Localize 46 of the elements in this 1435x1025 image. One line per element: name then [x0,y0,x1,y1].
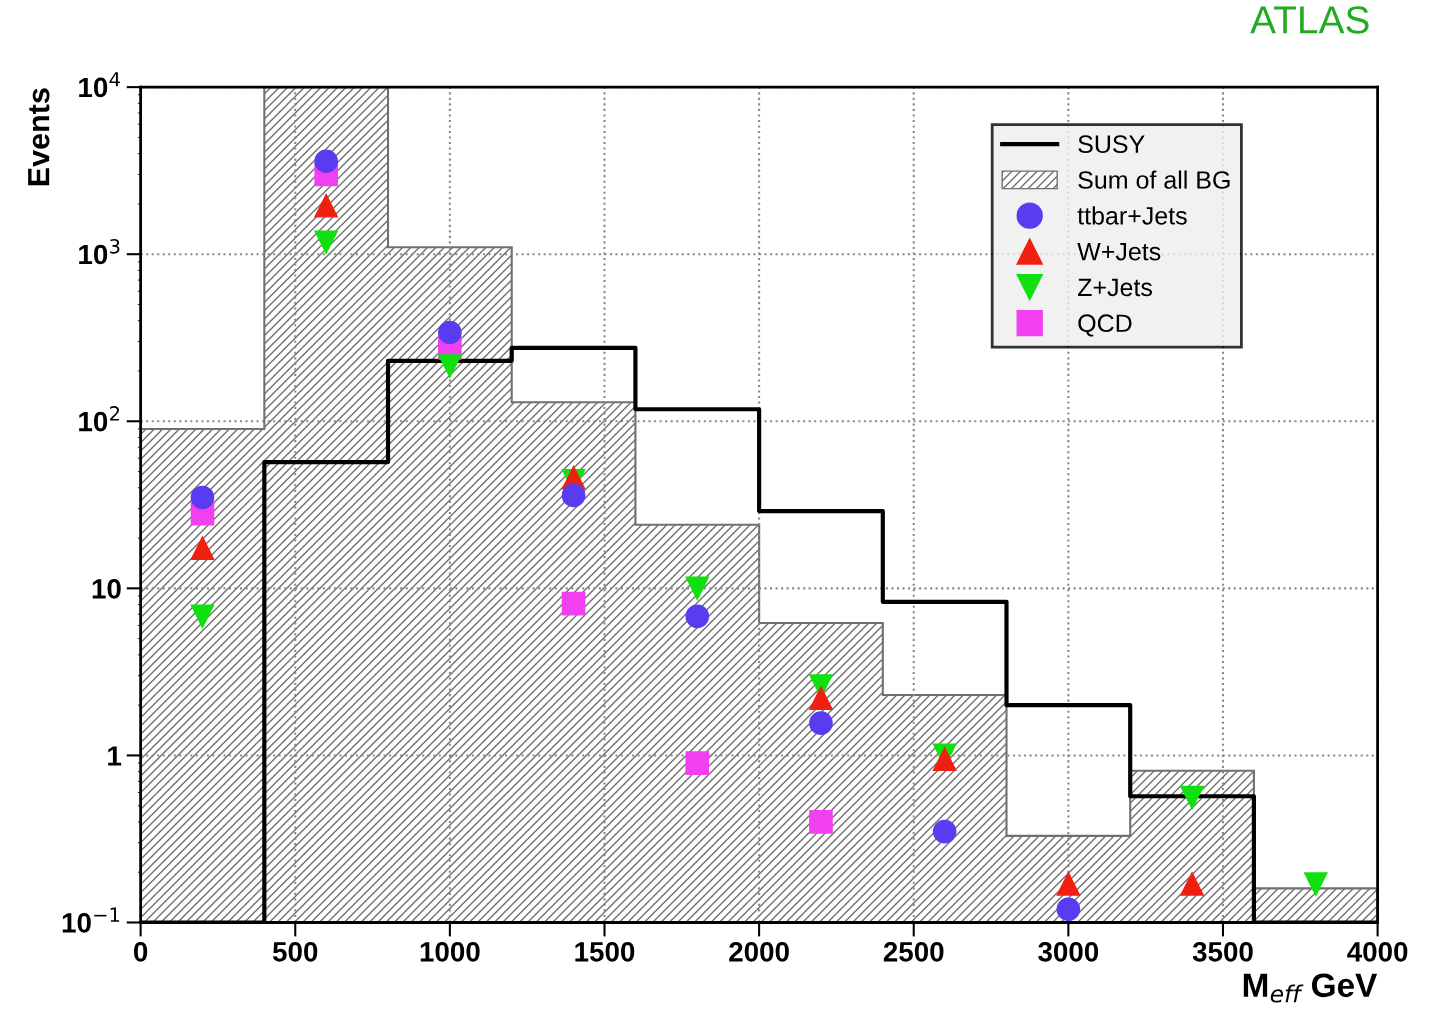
point [1180,785,1204,810]
x-tick-label: 3000 [1038,941,1099,962]
point [314,230,338,254]
y-tick-label: 10$^{2}$ [79,406,120,432]
point [685,576,710,601]
point [809,686,833,711]
point [190,604,215,629]
legend-label: W+Jets [1077,243,1161,261]
x-tick-label: 2000 [729,941,789,962]
legend-label: SUSY [1078,135,1145,154]
y-tick-label: 10$^{−1}$ [62,907,120,933]
x-tick-label: 1500 [575,941,635,962]
x-tick-label: 1000 [420,941,480,962]
point [1056,897,1081,922]
point [561,591,586,616]
x-axis-title: M$_{eff}$ GeV [1243,973,1378,1003]
x-tick-label: 4000 [1347,941,1408,962]
point [685,751,710,775]
point [1303,872,1328,896]
point [438,320,462,345]
point [1056,872,1081,896]
point [314,193,338,218]
point [190,536,215,560]
y-axis-title: Events [28,88,50,186]
legend-label: Sum of all BG [1078,170,1230,189]
x-tick-label: 3500 [1192,941,1253,962]
point [190,485,215,510]
legend-label: QCD [1078,314,1132,337]
y-tick-label: 10$^{4}$ [79,72,120,98]
y-tick-label: 10 [92,579,121,599]
x-tick-label: 2500 [883,941,944,962]
point [314,149,338,174]
x-tick-label: 500 [272,941,318,962]
point [932,819,957,844]
point [685,604,710,629]
text: ATLAS [1250,6,1369,34]
y-tick-label: 1 [108,746,122,766]
point [809,711,833,735]
x-tick-label: 0 [134,941,148,962]
point [438,354,462,378]
legend-label: Z+Jets [1077,278,1152,297]
point [561,483,586,508]
y-tick-label: 10$^{3}$ [79,238,120,265]
legend-label: ttbar+Jets [1077,206,1187,225]
point [809,810,833,834]
point [1180,872,1204,896]
